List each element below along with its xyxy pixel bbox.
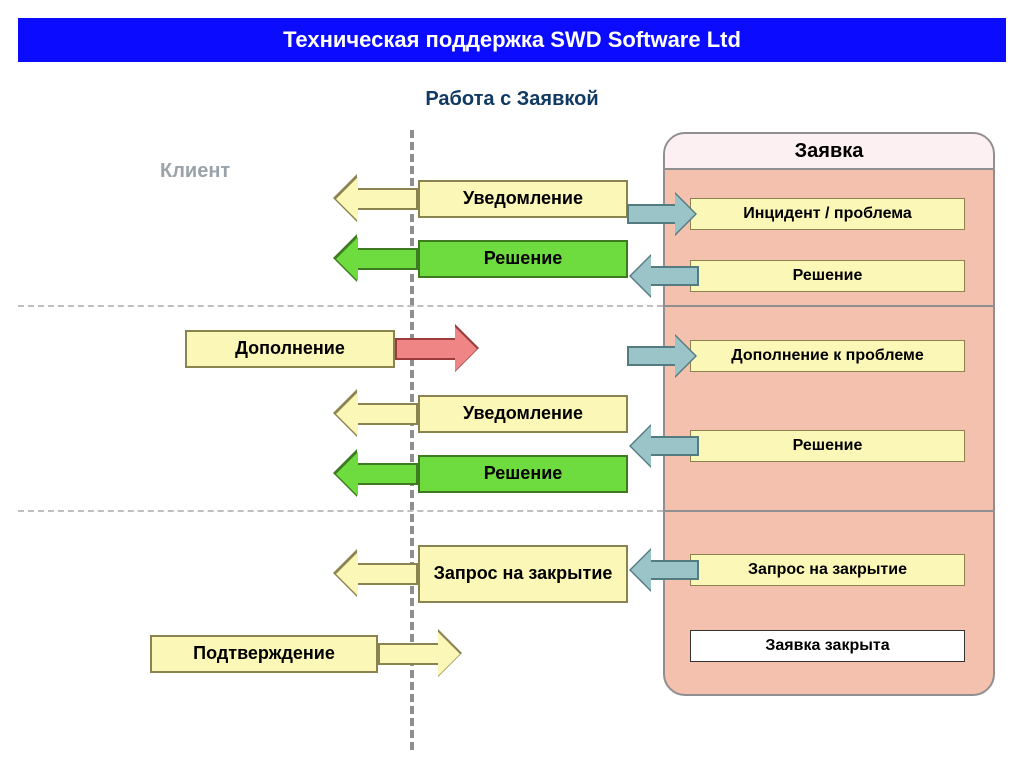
- arrow-shaft: [358, 248, 418, 270]
- arrow-head: [336, 452, 358, 496]
- arrow-shaft: [358, 563, 418, 585]
- zayavka-panel-separator: [665, 510, 993, 512]
- diagram-canvas: { "banner": { "text": "Техническая подде…: [0, 0, 1024, 768]
- flow-step-label: Решение: [484, 463, 563, 485]
- flow-step-label: Запрос на закрытие: [434, 563, 613, 585]
- client-swimlane-label: Клиент: [160, 160, 230, 183]
- arrow-shaft: [651, 266, 699, 286]
- arrow-shaft: [395, 338, 455, 360]
- arrow-head: [438, 632, 460, 676]
- zayavka-header-text: Заявка: [795, 140, 864, 163]
- arrow-shaft: [358, 463, 418, 485]
- arrow-shaft: [627, 204, 675, 224]
- zayavka-row-incident: Инцидент / проблема: [690, 198, 965, 230]
- flow-step-label: Подтверждение: [193, 643, 335, 665]
- zayavka-row-label: Инцидент / проблема: [743, 205, 912, 223]
- flow-step-closereq: Запрос на закрытие: [418, 545, 628, 603]
- flow-step-solve2: Решение: [418, 455, 628, 493]
- page-subtitle: Работа с Заявкой: [0, 88, 1024, 111]
- phase-separator: [18, 305, 663, 307]
- flow-step-notify2: Уведомление: [418, 395, 628, 433]
- zayavka-header: Заявка: [665, 134, 993, 170]
- zayavka-row-label: Запрос на закрытие: [748, 561, 907, 579]
- arrow-head: [336, 552, 358, 596]
- arrow-shaft: [627, 346, 675, 366]
- flow-step-notify1: Уведомление: [418, 180, 628, 218]
- arrow-head: [631, 426, 651, 466]
- arrow-shaft: [378, 643, 438, 665]
- flow-step-label: Уведомление: [463, 403, 583, 425]
- phase-separator: [18, 510, 663, 512]
- flow-step-label: Решение: [484, 248, 563, 270]
- zayavka-panel-separator: [665, 305, 993, 307]
- zayavka-row-r_closereq: Запрос на закрытие: [690, 554, 965, 586]
- arrow-head: [336, 392, 358, 436]
- zayavka-row-label: Заявка закрыта: [765, 637, 889, 655]
- arrow-head: [675, 336, 695, 376]
- zayavka-row-r_solve2: Решение: [690, 430, 965, 462]
- zayavka-row-r_add: Дополнение к проблеме: [690, 340, 965, 372]
- arrow-head: [455, 327, 477, 371]
- zayavka-row-r_closed: Заявка закрыта: [690, 630, 965, 662]
- zayavka-row-label: Решение: [793, 437, 863, 455]
- flow-step-addition: Дополнение: [185, 330, 395, 368]
- arrow-head: [631, 550, 651, 590]
- zayavka-row-r_solve1: Решение: [690, 260, 965, 292]
- arrow-head: [336, 177, 358, 221]
- zayavka-row-label: Дополнение к проблеме: [731, 347, 924, 365]
- banner-title: Техническая поддержка SWD Software Ltd: [18, 18, 1006, 62]
- arrow-head: [675, 194, 695, 234]
- zayavka-row-label: Решение: [793, 267, 863, 285]
- arrow-shaft: [651, 560, 699, 580]
- arrow-shaft: [358, 188, 418, 210]
- arrow-head: [631, 256, 651, 296]
- client-label-text: Клиент: [160, 160, 230, 182]
- flow-step-label: Уведомление: [463, 188, 583, 210]
- flow-step-label: Дополнение: [235, 338, 345, 360]
- arrow-shaft: [651, 436, 699, 456]
- flow-step-solve1: Решение: [418, 240, 628, 278]
- subtitle-text: Работа с Заявкой: [425, 88, 598, 110]
- banner-text: Техническая поддержка SWD Software Ltd: [283, 27, 741, 53]
- flow-step-confirm: Подтверждение: [150, 635, 378, 673]
- arrow-head: [336, 237, 358, 281]
- arrow-shaft: [358, 403, 418, 425]
